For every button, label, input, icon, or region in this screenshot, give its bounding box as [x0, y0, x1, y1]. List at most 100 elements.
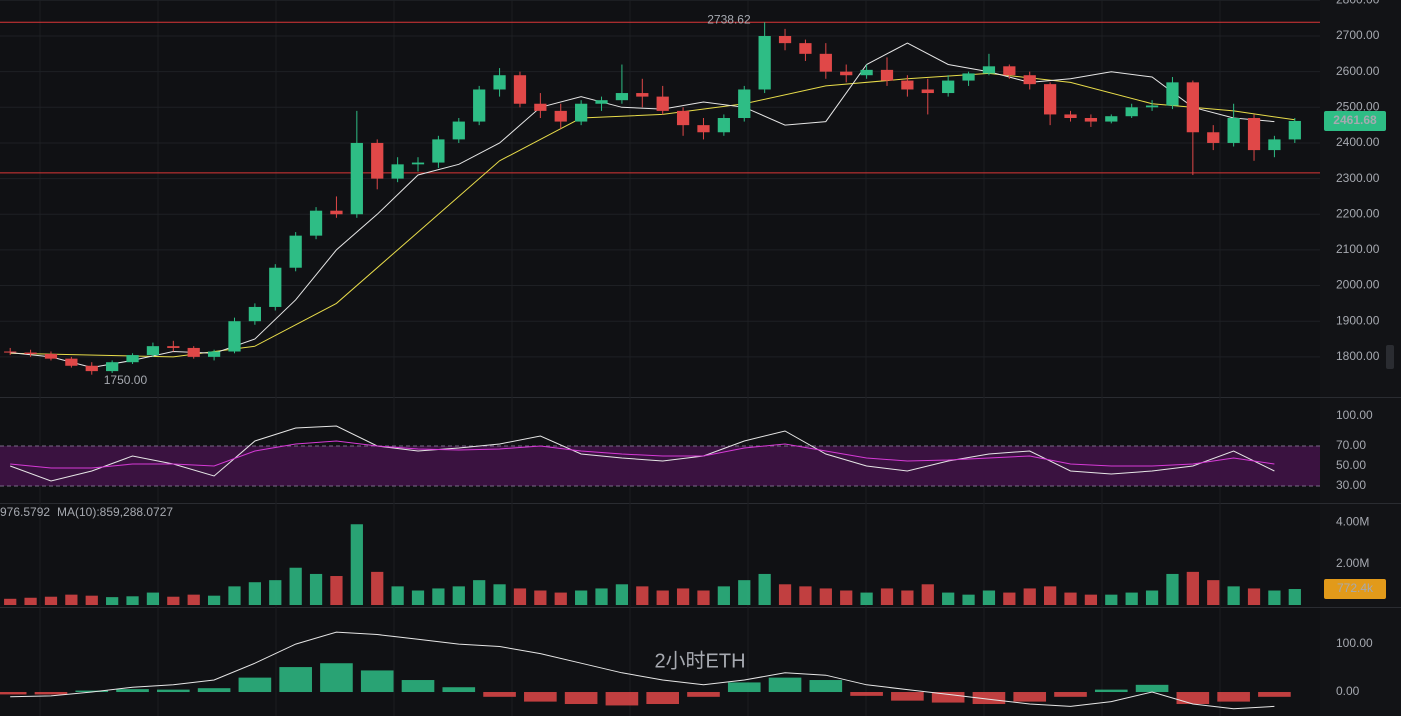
volume-bar — [207, 595, 221, 605]
high-label: 2738.62 — [707, 12, 751, 26]
y-tick-label: 2800.00 — [1336, 0, 1380, 7]
candle-body — [778, 36, 792, 44]
candle-body — [65, 358, 78, 366]
volume-bar — [330, 576, 343, 605]
volume-bar — [289, 567, 302, 605]
volume-bar — [309, 573, 323, 605]
candle-body — [269, 267, 282, 307]
y-tick-label: 1900.00 — [1336, 313, 1380, 327]
volume-bar — [65, 594, 78, 605]
volume-bar — [982, 590, 996, 605]
candle-body — [473, 89, 486, 122]
y-tick-label: 2600.00 — [1336, 64, 1380, 78]
macd-histogram — [524, 692, 557, 702]
candle-body — [207, 351, 221, 357]
candle-body — [1166, 82, 1179, 106]
candle-body — [411, 162, 425, 165]
watermark: 2小时ETH — [654, 649, 745, 672]
volume-bar — [493, 584, 506, 605]
volume-bar — [758, 573, 771, 605]
volume-bar — [187, 594, 200, 605]
volume-bar — [819, 588, 832, 605]
candle-body — [4, 351, 17, 353]
candle-body — [146, 346, 160, 356]
candle-body — [942, 80, 955, 94]
candle-body — [554, 110, 567, 122]
candle-body — [595, 100, 608, 104]
low-label: 1750.00 — [104, 373, 148, 387]
volume-bar — [432, 588, 445, 605]
candle-body — [819, 53, 832, 72]
volume-bar — [371, 571, 384, 605]
macd-histogram — [1176, 692, 1210, 705]
volume-bar — [1227, 586, 1240, 605]
y-tick-label: 30.00 — [1336, 478, 1366, 492]
last-price-label: 2461.68 — [1333, 113, 1377, 127]
macd-histogram — [1013, 692, 1047, 702]
candle-body — [330, 210, 343, 215]
macd-histogram — [646, 692, 680, 705]
candle-body — [799, 43, 812, 54]
volume-bar — [473, 580, 486, 605]
volume-bar — [1064, 592, 1077, 605]
volume-bar — [921, 584, 934, 605]
volume-header: 976.5792 — [0, 505, 50, 519]
candle-body — [1105, 116, 1118, 122]
moving-average — [10, 72, 1295, 358]
moving-average — [10, 42, 1275, 369]
macd-histogram — [891, 692, 924, 701]
y-tick-label: 0.00 — [1336, 684, 1360, 698]
candle-body — [738, 89, 751, 119]
rsi-line — [10, 425, 1275, 482]
scroll-handle[interactable] — [1386, 345, 1394, 369]
candle-body — [615, 93, 629, 101]
candle-body — [493, 75, 506, 90]
volume-bar — [106, 597, 119, 605]
macd-histogram — [768, 677, 802, 693]
volume-bar — [4, 598, 17, 605]
macd-histogram — [157, 689, 190, 693]
macd-histogram — [972, 692, 1006, 705]
volume-bar — [1247, 588, 1261, 605]
candle-body — [880, 69, 894, 81]
candle-body — [901, 80, 914, 90]
candle-body — [24, 352, 37, 355]
volume-bar — [575, 590, 588, 605]
volume-bar — [1003, 592, 1016, 605]
volume-bar — [269, 580, 282, 605]
volume-bar — [636, 586, 649, 605]
macd-histogram — [1217, 692, 1250, 702]
macd-histogram — [850, 692, 883, 696]
y-tick-label: 2300.00 — [1336, 171, 1380, 185]
volume-bar — [656, 590, 669, 605]
candle-body — [44, 354, 58, 359]
volume-bar — [146, 592, 160, 605]
y-tick-label: 50.00 — [1336, 458, 1366, 472]
volume-bar — [676, 588, 690, 605]
candle-body — [575, 103, 588, 122]
candle-body — [1003, 66, 1016, 76]
volume-bar — [452, 586, 465, 605]
volume-bar — [411, 590, 425, 605]
y-tick-label: 100.00 — [1336, 636, 1373, 650]
volume-bar — [1023, 588, 1036, 605]
candle-body — [1186, 82, 1199, 133]
candle-body — [513, 75, 527, 104]
candle-body — [289, 235, 302, 268]
macd-histogram — [0, 692, 27, 695]
macd-histogram — [116, 689, 149, 693]
volume-bar — [534, 590, 547, 605]
candle-body — [982, 66, 996, 74]
candle-body — [860, 69, 873, 76]
volume-bar — [1145, 590, 1159, 605]
macd-histogram — [360, 670, 394, 693]
candle-body — [1125, 107, 1138, 117]
candle-body — [1288, 120, 1301, 140]
y-tick-label: 2200.00 — [1336, 206, 1380, 220]
macd-histogram — [483, 692, 516, 697]
candle-body — [1023, 75, 1036, 85]
macd-histogram — [320, 663, 353, 693]
macd-histogram — [931, 692, 965, 703]
macd-histogram — [1054, 692, 1087, 697]
candle-body — [309, 210, 323, 236]
